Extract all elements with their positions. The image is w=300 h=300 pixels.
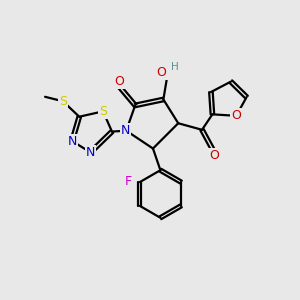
- Text: N: N: [68, 135, 77, 148]
- Text: S: S: [99, 105, 107, 118]
- Text: S: S: [59, 95, 67, 108]
- Text: N: N: [121, 124, 130, 137]
- Text: H: H: [171, 62, 179, 72]
- Text: N: N: [86, 146, 95, 159]
- Text: F: F: [125, 175, 132, 188]
- Text: O: O: [114, 75, 124, 88]
- Text: O: O: [231, 109, 241, 122]
- Text: O: O: [209, 149, 219, 162]
- Text: O: O: [157, 66, 166, 79]
